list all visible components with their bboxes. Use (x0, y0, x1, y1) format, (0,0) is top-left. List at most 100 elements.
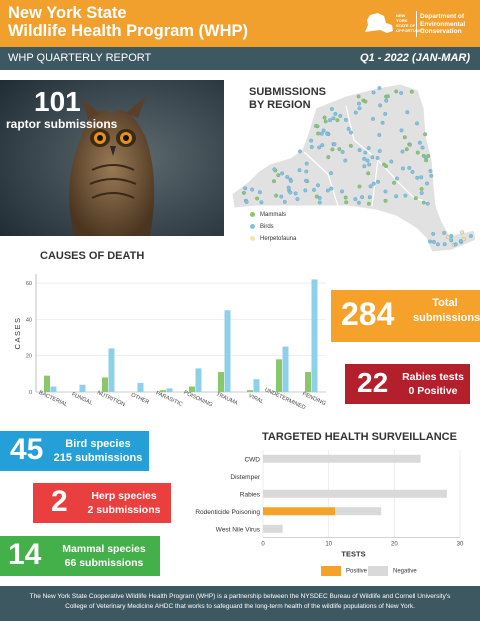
map-point (442, 242, 447, 247)
map-point (395, 176, 399, 181)
map-point (329, 107, 334, 111)
footer: The New York State Cooperative Wildlife … (0, 586, 480, 621)
cod-bar-pending-1 (311, 279, 318, 392)
ths-xlabel: TESTS (341, 550, 365, 559)
map-point (320, 143, 325, 148)
nys-logo-text: NEW YORK STATE OF OPPORTUNITY (396, 13, 425, 33)
legend-negative: Negative (368, 566, 417, 576)
map-points (241, 86, 473, 247)
map-point (304, 178, 308, 183)
ths-xtick-3: 30 (457, 542, 464, 548)
map-point (362, 156, 367, 161)
map-point (282, 199, 287, 204)
cod-xtick-bacterial: BACTERIAL (38, 390, 68, 408)
legend-birds: Birds (250, 223, 274, 231)
map-point (435, 242, 440, 247)
map-point (425, 181, 429, 186)
map-point (377, 149, 382, 153)
map-point (377, 133, 382, 137)
map-point (378, 103, 383, 108)
cod-xtick-fungal: FUNGAL (71, 392, 94, 407)
negative-swatch (368, 566, 388, 576)
map-point (272, 179, 276, 184)
map-point (404, 147, 409, 152)
map-point (376, 179, 380, 184)
map-point (403, 193, 408, 198)
map-point (425, 201, 430, 206)
map-point (316, 131, 321, 136)
ths-bar-west-nile-virus-negative (263, 524, 283, 533)
map-point (325, 188, 330, 193)
map-point (338, 113, 343, 118)
mammal-label-1: Mammal species (62, 543, 146, 555)
map-point (423, 132, 428, 137)
legend-negative-label: Negative (393, 568, 417, 575)
map-point (424, 158, 429, 163)
bird-label-1: Bird species (65, 438, 131, 450)
report-header: New York State Wildlife Health Program (… (0, 0, 480, 47)
ths-bar-rodenticide-poisoning-positive (263, 507, 336, 516)
rabies-box: 22 Rabies tests 0 Positive (345, 364, 470, 404)
report-name: WHP QUARTERLY REPORT (8, 52, 152, 64)
map-point (353, 110, 358, 115)
ths-xtick-1: 10 (325, 542, 332, 548)
map-point (297, 168, 302, 173)
bird-label-2: 215 submissions (53, 452, 143, 464)
map-point (309, 138, 314, 143)
map-point (288, 179, 293, 183)
map-point (293, 191, 298, 196)
map-point (349, 130, 353, 135)
map-point (449, 234, 454, 239)
legend-herpetofauna: Herpetofauna (250, 235, 296, 243)
ths-bar-rabies-negative (263, 489, 447, 498)
map-point (362, 164, 367, 169)
map-point (428, 239, 433, 244)
map-point (367, 195, 372, 200)
map-point (298, 149, 302, 154)
map-point (323, 119, 328, 124)
map-point (410, 169, 415, 174)
map-point (259, 200, 264, 205)
total-label-2: submissions (413, 312, 480, 324)
map-point (319, 131, 324, 136)
nys-outline-logo (365, 13, 393, 33)
map-point (255, 196, 260, 201)
map-point (407, 165, 412, 170)
map-point (421, 200, 426, 205)
map-point (408, 142, 412, 147)
ths-label-cwd: CWD (244, 456, 260, 463)
map-point (428, 169, 433, 173)
map-point (367, 162, 372, 167)
legend-positive: Positive (321, 566, 367, 576)
map-point (370, 155, 375, 160)
mammal-value: 14 (8, 538, 42, 571)
mammals-dot-icon (250, 211, 255, 217)
map-point (383, 189, 388, 194)
map-point (304, 169, 309, 174)
map-point (295, 197, 300, 202)
ny-state-outline (231, 83, 477, 253)
map-point (365, 158, 370, 163)
cod-ylabel: CASES (14, 317, 22, 350)
herp-species-box: 2 Herp species 2 submissions (33, 483, 171, 523)
map-point (309, 145, 314, 149)
cod-bar-poisoning-1 (195, 368, 202, 392)
ths-bar-rodenticide-poisoning-negative (335, 507, 382, 516)
map-point (285, 175, 290, 180)
positive-swatch (321, 566, 341, 576)
ths-xtick-0: 0 (261, 542, 265, 548)
total-label: Total submissions (413, 296, 480, 326)
map-point (322, 115, 327, 120)
map-title-line-2: BY REGION (249, 99, 311, 111)
map-point (460, 230, 465, 235)
map-point (315, 124, 320, 129)
cod-ytick-0: 0 (29, 390, 32, 396)
cod-bar-undetermined-0 (276, 359, 282, 392)
legend-herpetofauna-label: Herpetofauna (260, 236, 297, 242)
map-point (392, 180, 397, 185)
map-point (353, 197, 358, 202)
raptor-count: 101 (34, 86, 81, 117)
map-point (415, 121, 419, 126)
map-point (343, 195, 348, 200)
ths-bar-cwd-negative (263, 454, 421, 463)
